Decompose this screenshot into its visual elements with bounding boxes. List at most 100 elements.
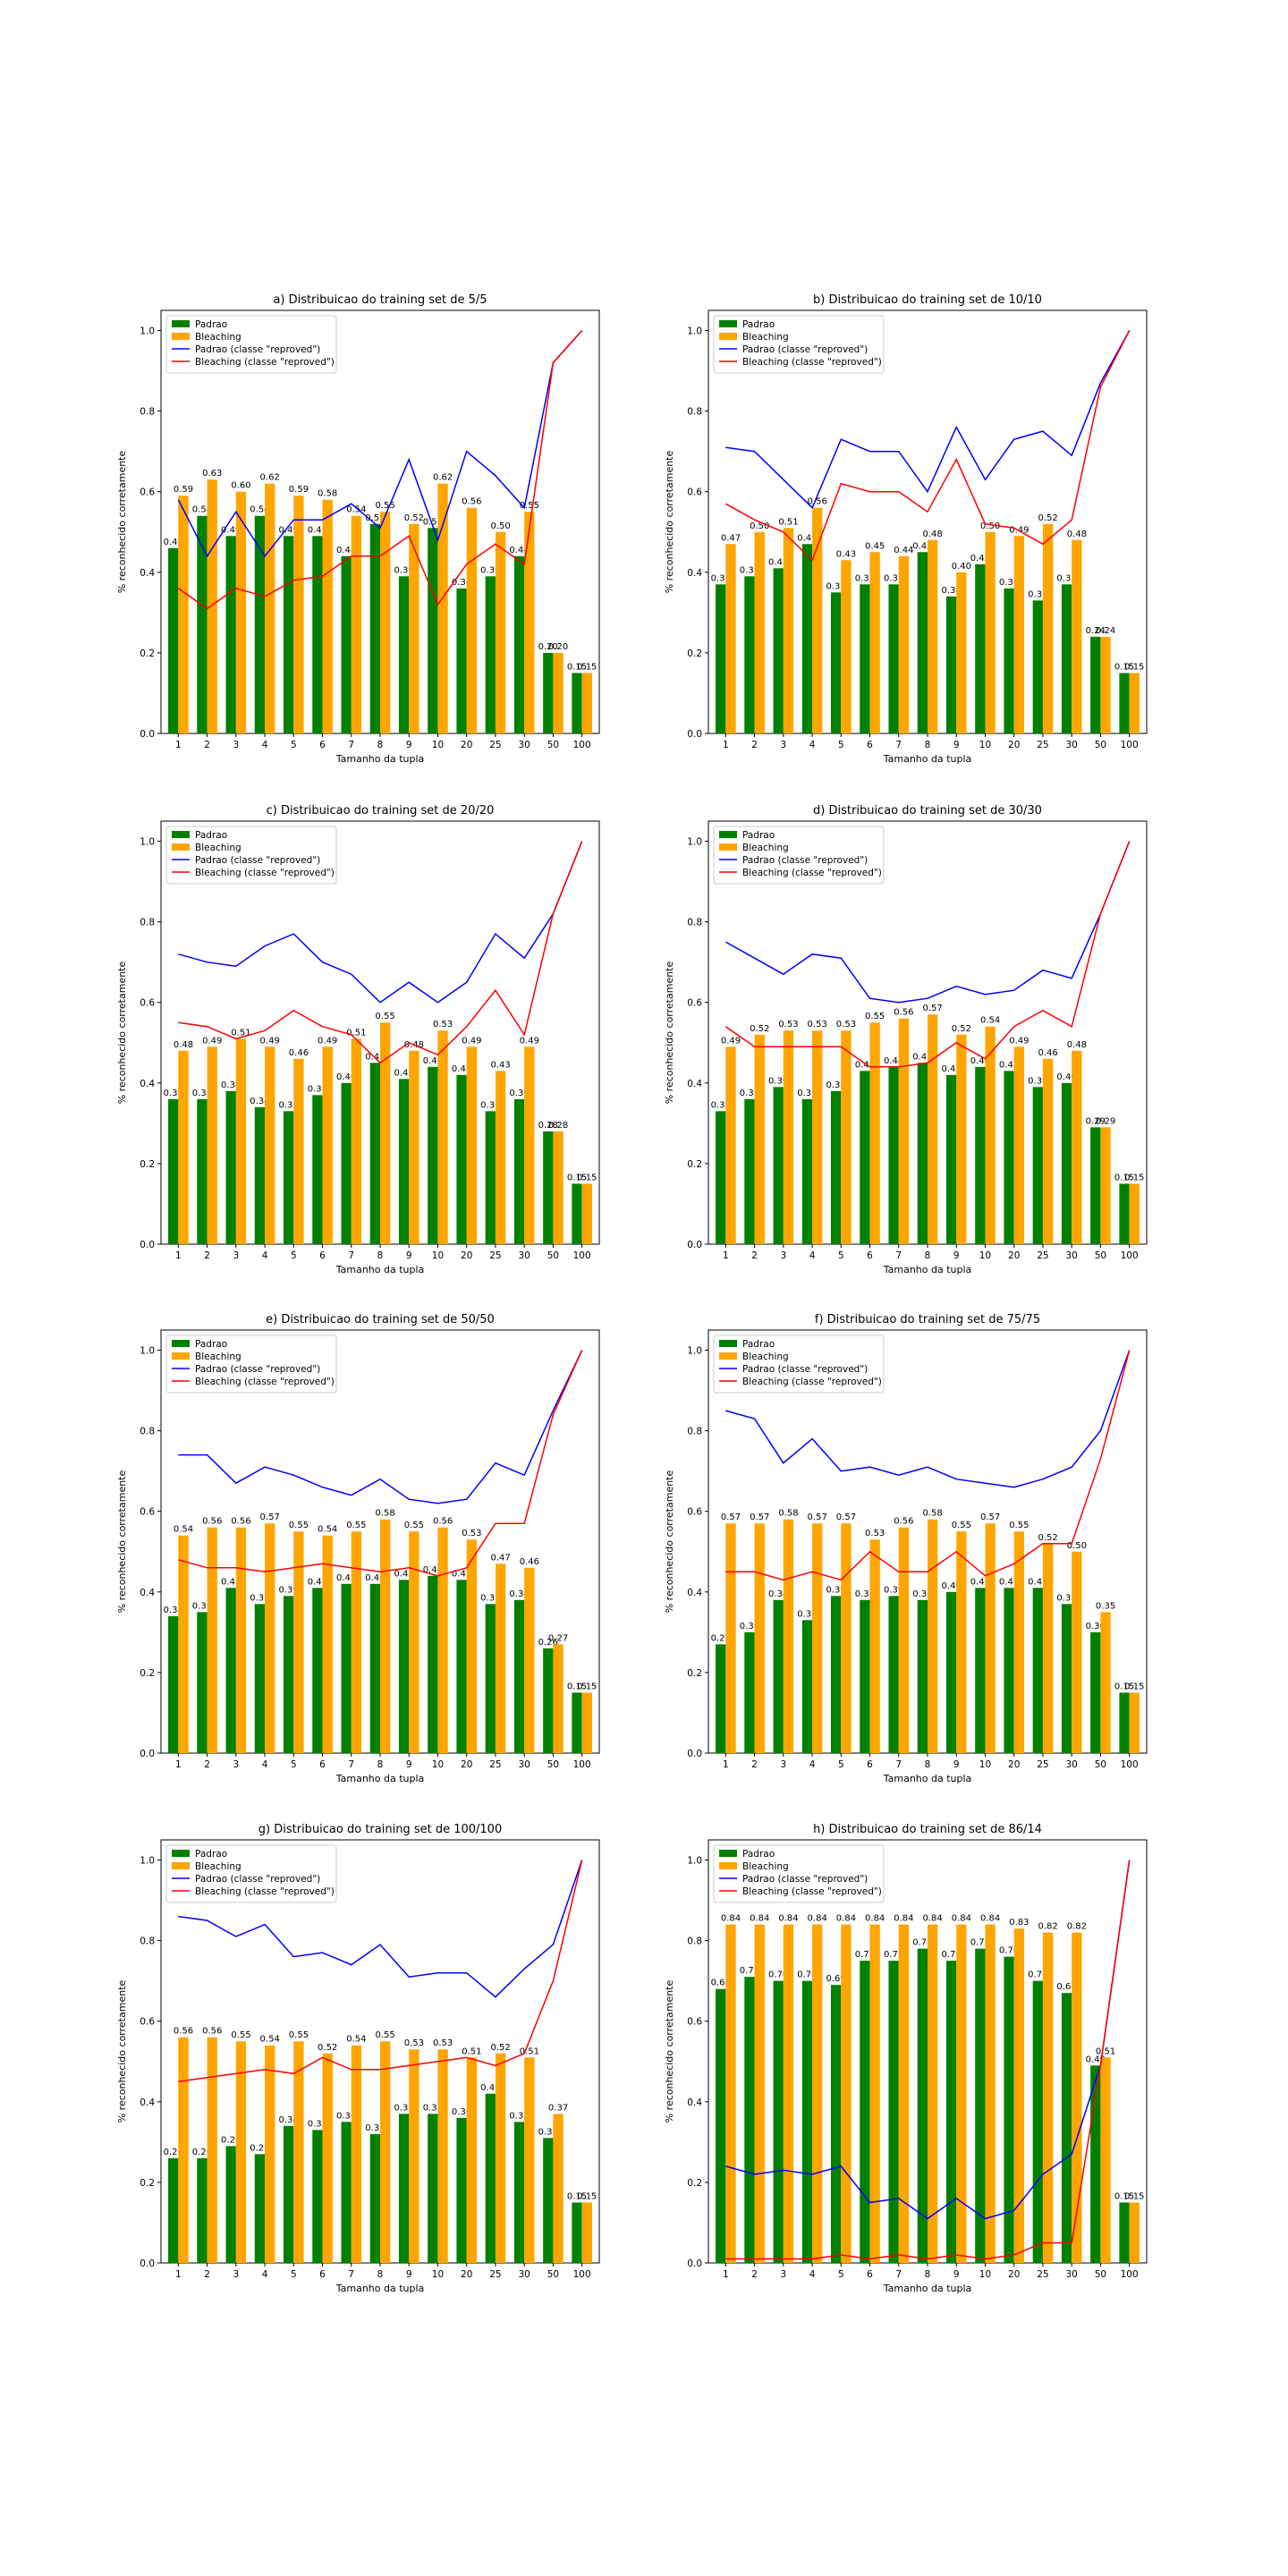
x-tick-label: 20 [1008, 2269, 1020, 2280]
bar-bleaching [841, 1030, 852, 1244]
data-label-padrao: 0.38 [826, 1080, 846, 1090]
x-tick-label: 20 [461, 2269, 472, 2280]
bar-bleaching [178, 2037, 189, 2263]
bar-bleaching [437, 483, 448, 733]
bar-bleaching [1042, 1058, 1054, 1244]
bar-bleaching [235, 491, 247, 733]
data-label-bleaching: 0.54 [980, 1016, 1000, 1026]
bar-padrao [456, 588, 467, 733]
bar-bleaching [1129, 673, 1140, 733]
data-label-padrao: 0.15 [1114, 662, 1134, 672]
data-label-padrao: 0.15 [567, 1173, 587, 1182]
y-axis-label: % reconhecido corretamente [116, 450, 128, 593]
bar-padrao [254, 1604, 266, 1753]
x-tick-label: 7 [895, 1759, 902, 1770]
data-label-padrao: 0.75 [941, 1950, 961, 1960]
bar-padrao [860, 1599, 870, 1753]
x-tick-label: 9 [953, 1759, 960, 1770]
legend-swatch [172, 333, 190, 340]
y-tick-label: 1.0 [687, 326, 702, 337]
bar-padrao [312, 1095, 323, 1244]
bar-padrao [1004, 1956, 1014, 2263]
data-label-bleaching: 0.54 [346, 505, 366, 515]
bar-bleaching [812, 1030, 823, 1244]
bar-padrao [543, 2138, 554, 2263]
bar-bleaching [725, 1523, 736, 1753]
bar-bleaching [293, 2041, 304, 2263]
bar-bleaching [322, 1046, 333, 1244]
x-tick-label: 1 [723, 1250, 729, 1261]
legend-label: Bleaching [742, 843, 789, 853]
data-label-padrao: 0.35 [509, 2111, 529, 2121]
data-label-padrao: 0.38 [768, 1589, 788, 1599]
x-tick-label: 5 [838, 1759, 844, 1770]
bar-bleaching [898, 1018, 910, 1244]
data-label-bleaching: 0.51 [778, 517, 798, 527]
data-label-padrao: 0.27 [711, 1633, 731, 1643]
x-tick-label: 8 [925, 740, 931, 750]
bar-bleaching [869, 1539, 880, 1753]
data-label-bleaching: 0.15 [1124, 1682, 1144, 1691]
bar-padrao [398, 1580, 410, 1753]
legend-label: Bleaching (classe "reproved") [742, 1377, 882, 1387]
bar-padrao [716, 584, 726, 733]
legend-label: Padrao (classe "reproved") [742, 1874, 868, 1885]
x-tick-label: 5 [838, 740, 844, 750]
x-tick-label: 8 [925, 1250, 931, 1261]
data-label-bleaching: 0.15 [1124, 1173, 1144, 1182]
bar-padrao [773, 1980, 784, 2263]
y-tick-label: 1.0 [140, 1856, 155, 1867]
data-label-padrao: 0.42 [365, 1573, 385, 1583]
bar-padrao [513, 555, 525, 733]
data-label-padrao: 0.70 [768, 1970, 788, 1980]
chart-title: e) Distribuicao do training set de 50/50 [266, 1313, 495, 1326]
x-tick-label: 7 [895, 2269, 902, 2280]
bar-bleaching [178, 1050, 189, 1244]
data-label-padrao: 0.30 [1086, 1622, 1106, 1631]
line-bleaching-reproved [178, 1350, 583, 1577]
x-tick-label: 30 [518, 2269, 530, 2280]
y-tick-label: 0.4 [140, 1588, 155, 1598]
legend-label: Bleaching (classe "reproved") [195, 1377, 335, 1387]
data-label-bleaching: 0.57 [836, 1513, 856, 1522]
legend-box [713, 1844, 885, 1903]
data-label-padrao: 0.39 [884, 1585, 903, 1595]
y-tick-label: 0.4 [140, 568, 155, 579]
subplot-c: c) Distribuicao do training set de 20/20… [116, 804, 600, 1275]
legend-box [713, 826, 885, 885]
bar-bleaching [725, 1924, 736, 2263]
x-tick-label: 100 [1121, 1250, 1139, 1261]
bar-bleaching [524, 2057, 535, 2263]
data-label-padrao: 0.34 [164, 1606, 183, 1615]
bar-bleaching [754, 1034, 765, 1244]
x-tick-label: 50 [547, 2269, 559, 2280]
x-tick-label: 6 [867, 1250, 873, 1261]
bar-padrao [860, 1071, 870, 1244]
bar-bleaching [409, 1050, 419, 1244]
bar-padrao [543, 652, 554, 733]
data-label-padrao: 0.35 [336, 2111, 356, 2121]
bar-padrao [456, 2117, 467, 2263]
x-tick-label: 100 [573, 1250, 591, 1261]
bar-padrao [860, 584, 870, 733]
bar-bleaching [1042, 523, 1054, 733]
bar-padrao [369, 1063, 380, 1244]
y-tick-label: 1.0 [140, 326, 155, 337]
bar-padrao [744, 1631, 755, 1753]
data-label-padrao: 0.39 [826, 1585, 846, 1595]
bar-bleaching [553, 652, 564, 733]
x-tick-label: 9 [953, 2269, 960, 2280]
data-label-padrao: 0.47 [797, 533, 817, 543]
data-label-padrao: 0.15 [567, 1682, 587, 1691]
y-axis-label: % reconhecido corretamente [664, 961, 675, 1104]
data-label-bleaching: 0.51 [231, 1028, 250, 1038]
data-label-padrao: 0.45 [912, 541, 932, 551]
x-tick-label: 1 [175, 1250, 182, 1261]
x-tick-label: 8 [925, 2269, 931, 2280]
bar-bleaching [495, 2053, 506, 2263]
data-label-bleaching: 0.55 [376, 1012, 395, 1021]
data-label-padrao: 0.35 [192, 1601, 212, 1611]
